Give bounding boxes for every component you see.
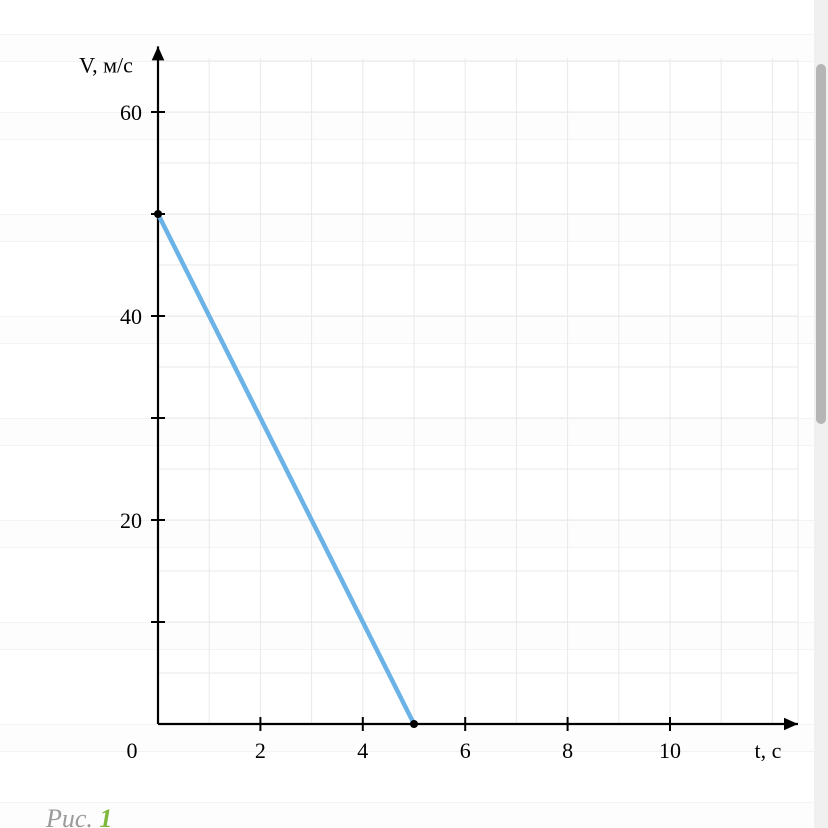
- x-axis-label: t, с: [755, 738, 782, 763]
- y-axis-arrow: [152, 46, 165, 60]
- figure-caption: Рис. 1: [46, 804, 112, 828]
- caption-prefix: Рис.: [46, 804, 93, 828]
- series-endpoint: [154, 210, 162, 218]
- y-axis-label: V, м/с: [79, 52, 133, 77]
- figure-panel: { "figure": { "type": "line", "title": n…: [0, 0, 828, 828]
- series-endpoint: [410, 720, 418, 728]
- vertical-scrollbar[interactable]: [814, 0, 828, 828]
- x-tick-label: 0: [127, 738, 138, 763]
- x-tick-label: 2: [255, 738, 266, 763]
- caption-number: 1: [99, 804, 112, 828]
- y-tick-label: 40: [120, 304, 142, 329]
- y-tick-label: 20: [120, 508, 142, 533]
- x-tick-label: 8: [562, 738, 573, 763]
- y-tick-label: 60: [120, 100, 142, 125]
- x-tick-label: 4: [357, 738, 368, 763]
- scrollbar-thumb[interactable]: [816, 64, 826, 424]
- x-axis-arrow: [784, 718, 798, 731]
- x-tick-label: 10: [659, 738, 681, 763]
- x-tick-label: 6: [460, 738, 471, 763]
- velocity-time-chart: 0 2 4 6 8 10 t, с 20 40 60 V, м/с: [0, 0, 828, 828]
